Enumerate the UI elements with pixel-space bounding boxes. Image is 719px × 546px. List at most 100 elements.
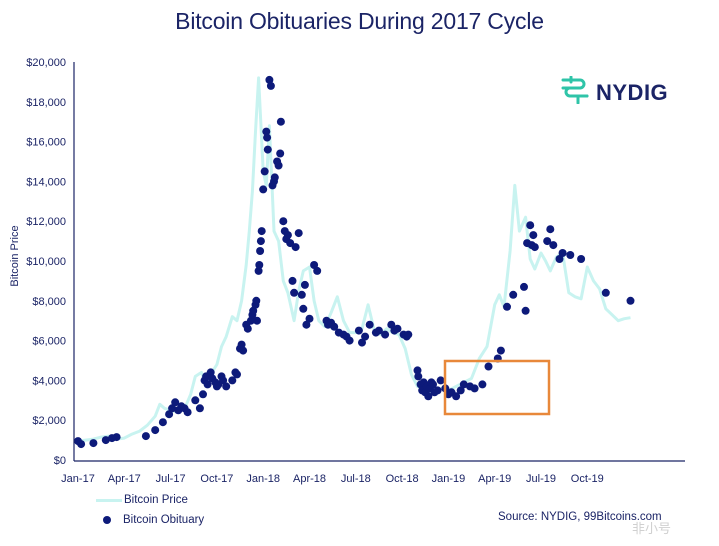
bitcoin-price-line xyxy=(77,76,631,443)
x-tick-label: Jan-18 xyxy=(246,473,280,485)
obituary-dot xyxy=(496,346,505,355)
y-tick-label: $4,000 xyxy=(32,375,66,387)
obituary-dot xyxy=(262,127,271,136)
obituary-dot xyxy=(171,398,180,407)
obituary-dot xyxy=(291,243,300,252)
obituary-dot xyxy=(558,249,567,257)
obituary-dot xyxy=(283,231,292,240)
obituary-dot xyxy=(254,266,263,275)
obituary-dot xyxy=(228,376,237,385)
obituary-dot xyxy=(302,320,311,329)
obituary-dot xyxy=(521,306,530,315)
obituary-dot xyxy=(294,229,303,238)
obituary-dot xyxy=(543,237,552,246)
y-tick-label: $18,000 xyxy=(26,97,66,109)
obituary-dot xyxy=(577,255,586,263)
obituary-dot xyxy=(252,296,261,305)
bitcoin-obituary-dots xyxy=(74,75,635,449)
obituary-dot xyxy=(265,75,274,84)
y-tick-label: $16,000 xyxy=(26,137,66,149)
obituary-dot xyxy=(274,161,283,170)
obituary-dot xyxy=(257,227,266,236)
obituary-dot-swatch xyxy=(103,516,111,524)
obituary-dot xyxy=(288,276,297,285)
obituary-dot xyxy=(183,408,192,417)
obituary-dot xyxy=(433,386,442,395)
obituary-dot xyxy=(459,380,468,389)
obituary-dot xyxy=(246,316,255,325)
x-tick-label: Apr-17 xyxy=(108,473,141,485)
obituary-dot xyxy=(549,241,558,250)
x-tick-label: Oct-17 xyxy=(200,473,233,485)
obituary-dot xyxy=(222,382,231,391)
legend-label-price: Bitcoin Price xyxy=(124,494,188,506)
obituary-dot xyxy=(330,322,339,331)
x-tick-label: Jul-18 xyxy=(341,473,371,485)
nydig-logo: NYDIG xyxy=(560,75,669,109)
obituary-dot xyxy=(233,370,241,379)
obituary-dot xyxy=(165,410,174,419)
obituary-dot xyxy=(101,436,110,445)
obituary-dot xyxy=(259,185,268,194)
y-tick-label: $20,000 xyxy=(26,57,66,69)
obituary-dot xyxy=(266,81,275,90)
obituary-dot xyxy=(89,439,98,448)
obituary-dot xyxy=(555,255,564,263)
y-tick-label: $12,000 xyxy=(26,216,66,228)
obituary-dot xyxy=(77,440,86,449)
obituary-dot xyxy=(203,380,212,389)
obituary-dot xyxy=(276,149,285,158)
x-tick-label: Jan-19 xyxy=(432,473,466,485)
obituary-dot xyxy=(387,320,396,329)
obituary-dot xyxy=(256,237,265,246)
nydig-logo-text: NYDIG xyxy=(596,79,669,105)
obituary-dot xyxy=(626,296,635,305)
x-tick-label: Apr-18 xyxy=(293,473,326,485)
obituary-dot xyxy=(530,243,539,252)
x-tick-label: Jan-17 xyxy=(61,473,95,485)
obituary-dot xyxy=(478,380,487,389)
obituary-dot xyxy=(255,261,264,269)
obituary-dot xyxy=(601,288,610,297)
obituary-dot xyxy=(195,404,204,413)
obituary-dot xyxy=(414,372,423,381)
obituary-dot xyxy=(297,290,306,299)
x-tick-label: Apr-19 xyxy=(478,473,511,485)
obituary-dot xyxy=(253,316,261,325)
obituary-dot xyxy=(393,324,402,333)
x-tick-label: Jul-17 xyxy=(156,473,186,485)
obituary-dot xyxy=(256,247,265,255)
obituary-dot xyxy=(354,326,363,335)
y-axis-ticks: $0 $2,000 $4,000 $6,000 $8,000 $10,000 $12,000… xyxy=(26,57,66,467)
legend-item-obituary: Bitcoin Obituary xyxy=(96,510,204,530)
obituary-dot xyxy=(520,282,528,291)
legend: Bitcoin Price Bitcoin Obituary xyxy=(96,490,204,530)
obituary-dot xyxy=(566,251,575,259)
obituary-dot xyxy=(206,368,215,377)
obituary-dot xyxy=(503,302,511,311)
nydig-logo-icon xyxy=(560,75,590,109)
obituary-dot xyxy=(424,392,433,401)
obituary-dot xyxy=(168,404,177,413)
obituary-dot xyxy=(270,173,279,182)
obituary-dot xyxy=(404,330,413,339)
obituary-dot xyxy=(436,376,445,385)
obituary-dot xyxy=(456,386,465,395)
source-note: Source: NYDIG, 99Bitcoins.com xyxy=(498,511,662,523)
obituary-dot xyxy=(249,306,258,315)
obituary-dot xyxy=(112,433,121,442)
obituary-dot xyxy=(191,396,200,405)
price-line-swatch xyxy=(96,498,122,502)
y-tick-label: $8,000 xyxy=(32,296,66,308)
obituary-dot xyxy=(413,366,422,375)
obituary-dot xyxy=(279,217,288,226)
x-tick-label: Oct-18 xyxy=(386,473,419,485)
obituary-dot xyxy=(237,340,246,349)
obituary-dot xyxy=(546,225,555,234)
watermark: 非小号 xyxy=(632,521,672,536)
obituary-dot xyxy=(243,324,252,333)
obituary-dot xyxy=(239,346,248,355)
obituary-dot xyxy=(299,304,308,313)
obituary-dot xyxy=(305,314,314,323)
obituary-dot xyxy=(509,290,518,299)
